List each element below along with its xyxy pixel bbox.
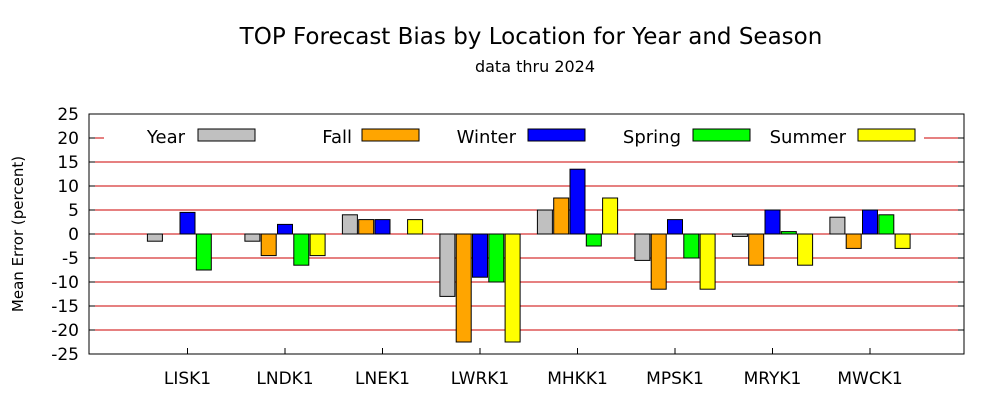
legend-label-winter: Winter (457, 127, 517, 148)
legend-label-fall: Fall (322, 127, 352, 148)
x-tick-label-lnek1: LNEK1 (355, 369, 410, 389)
bar-fall-mwck1 (845, 233, 862, 249)
bar-fall-lnek1 (358, 219, 375, 235)
x-tick-label-lisk1: LISK1 (164, 369, 211, 389)
bar-summer-lwrk1 (504, 233, 521, 343)
legend-label-summer: Summer (770, 127, 847, 148)
x-tick-label-mpsk1: MPSK1 (646, 369, 704, 389)
bar-year-mhkk1 (536, 209, 553, 235)
chart-subtitle: data thru 2024 (475, 57, 595, 76)
bar-spring-lisk1 (195, 233, 212, 271)
y-tick-label: -15 (51, 297, 79, 317)
bar-winter-lndk1 (277, 223, 293, 235)
x-tick-label-mwck1: MWCK1 (837, 369, 902, 389)
x-tick-label-mhkk1: MHKK1 (547, 369, 608, 389)
legend-label-year: Year (146, 127, 186, 148)
y-tick-label: -25 (51, 345, 79, 365)
bar-summer-mwck1 (894, 233, 911, 249)
bar-year-lndk1 (244, 233, 261, 242)
bar-summer-lndk1 (309, 233, 326, 257)
y-tick-label: 5 (68, 201, 79, 221)
bar-year-mpsk1 (634, 233, 651, 261)
bar-winter-mpsk1 (667, 219, 683, 235)
y-tick-label: -20 (51, 321, 79, 341)
bar-spring-mwck1 (878, 214, 895, 235)
bar-summer-lnek1 (407, 219, 424, 235)
legend-swatch-year (197, 128, 256, 142)
y-tick-label: 0 (68, 225, 79, 245)
bar-winter-mryk1 (764, 209, 781, 235)
bar-fall-lndk1 (260, 233, 277, 257)
bar-fall-mhkk1 (553, 197, 570, 235)
bar-winter-lisk1 (179, 211, 196, 235)
bar-year-mwck1 (829, 216, 846, 235)
bar-year-lwrk1 (439, 233, 456, 297)
legend-swatch-spring (692, 128, 751, 142)
x-tick-label-mryk1: MRYK1 (744, 369, 802, 389)
legend: Year Fall Winter Spring Summer (104, 124, 924, 150)
bar-spring-lndk1 (293, 233, 310, 266)
y-tick-label: -10 (51, 273, 79, 293)
bars (146, 168, 911, 343)
bar-summer-mhkk1 (602, 197, 619, 235)
bar-spring-mpsk1 (683, 233, 700, 259)
bar-fall-mpsk1 (650, 233, 667, 290)
bar-fall-mryk1 (748, 233, 765, 266)
bar-year-mryk1 (731, 233, 748, 237)
y-tick-label: -5 (62, 249, 79, 269)
y-tick-label: 20 (57, 129, 79, 149)
legend-swatch-fall (361, 128, 420, 142)
bar-spring-lwrk1 (488, 233, 505, 283)
bar-winter-mhkk1 (569, 168, 586, 235)
bar-summer-mpsk1 (699, 233, 716, 290)
bar-fall-lwrk1 (455, 233, 472, 343)
grid-lines (89, 137, 964, 331)
y-tick-label: 25 (57, 105, 79, 125)
y-tick-label: 15 (57, 153, 79, 173)
bar-winter-lwrk1 (472, 233, 488, 278)
y-axis-label: Mean Error (percent) (9, 156, 27, 312)
chart-title: TOP Forecast Bias by Location for Year a… (239, 24, 823, 50)
x-tick-label-lwrk1: LWRK1 (451, 369, 510, 389)
legend-label-spring: Spring (623, 127, 681, 148)
legend-swatch-summer (857, 128, 916, 142)
x-tick-label-lndk1: LNDK1 (256, 369, 313, 389)
bar-winter-mwck1 (862, 209, 878, 235)
axis-ticks: 25 20 15 10 5 0 -5 -10 -15 -20 -25 LISK1 LNDK1 LNEK1 L… (51, 105, 964, 389)
bar-spring-mhkk1 (585, 233, 602, 247)
bar-summer-mryk1 (797, 233, 814, 266)
legend-swatch-winter (527, 128, 586, 142)
y-tick-label: 10 (57, 177, 79, 197)
bar-spring-mryk1 (780, 231, 797, 235)
bar-year-lisk1 (146, 233, 163, 242)
bar-winter-lnek1 (374, 219, 391, 235)
bar-year-lnek1 (341, 214, 358, 235)
